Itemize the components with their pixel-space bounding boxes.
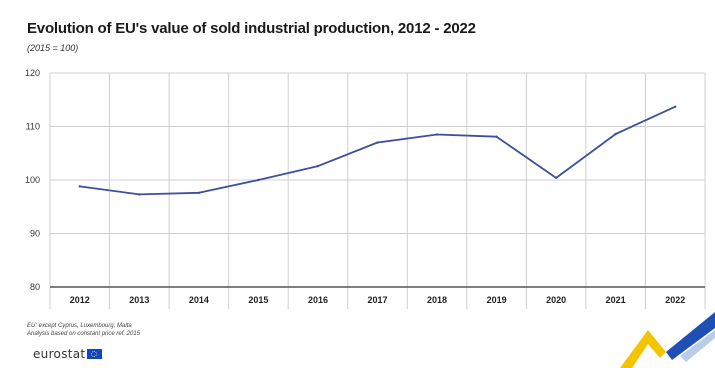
eurostat-logo[interactable]: eurostat [33, 347, 103, 361]
x-tick-label-2013: 2013 [129, 295, 149, 305]
chart-title: Evolution of EU's value of sold industri… [27, 20, 476, 37]
logo-text: eurostat [33, 347, 86, 361]
y-tick-label: 120 [25, 68, 40, 78]
data-point-2018 [435, 133, 439, 136]
data-point-2016 [316, 164, 320, 168]
x-tick-label-2012: 2012 [70, 295, 90, 305]
brand-chevron-graphic [620, 312, 715, 368]
x-tick-label-2022: 2022 [665, 295, 685, 305]
chart-subtitle: (2015 = 100) [27, 43, 79, 53]
x-tick-label-2018: 2018 [427, 295, 447, 305]
series-layer [78, 105, 677, 196]
x-tick-label-2020: 2020 [546, 295, 566, 305]
x-tick-label-2015: 2015 [248, 295, 268, 305]
grid-lines [49, 72, 706, 309]
data-point-2022 [674, 105, 677, 108]
chart-notes: EU: except Cyprus, Luxembourg, Malta Ana… [27, 322, 140, 338]
brand-blue-chevron [666, 312, 715, 360]
note-coverage: EU: except Cyprus, Luxembourg, Malta [27, 323, 132, 329]
data-point-2020 [554, 176, 558, 180]
data-point-2014 [197, 191, 201, 195]
y-tick-label: 80 [30, 282, 40, 292]
x-tick-label-2014: 2014 [189, 295, 209, 305]
x-tick-label-2019: 2019 [487, 295, 507, 305]
data-point-2017 [376, 141, 379, 144]
data-point-2019 [495, 135, 498, 138]
data-point-2012 [78, 185, 81, 188]
eu-flag-icon [87, 349, 103, 359]
y-tick-label: 110 [26, 122, 40, 132]
data-point-2021 [614, 132, 617, 136]
x-tick-label-2021: 2021 [606, 295, 626, 305]
brand-light-chevron [680, 330, 715, 362]
x-tick-label-2017: 2017 [367, 295, 387, 305]
note-method: Analysis based on constant price ref. 20… [27, 331, 141, 337]
data-point-2015 [257, 178, 260, 182]
brand-yellow-chevron [620, 330, 666, 368]
x-tick-label-2016: 2016 [308, 295, 328, 305]
y-tick-label: 90 [30, 229, 40, 239]
data-point-2013 [138, 193, 141, 196]
axis-labels: 80 90 100 110 120 2012 2013 2014 2015 2016 2017 201… [25, 68, 685, 305]
y-tick-label: 100 [25, 175, 40, 185]
